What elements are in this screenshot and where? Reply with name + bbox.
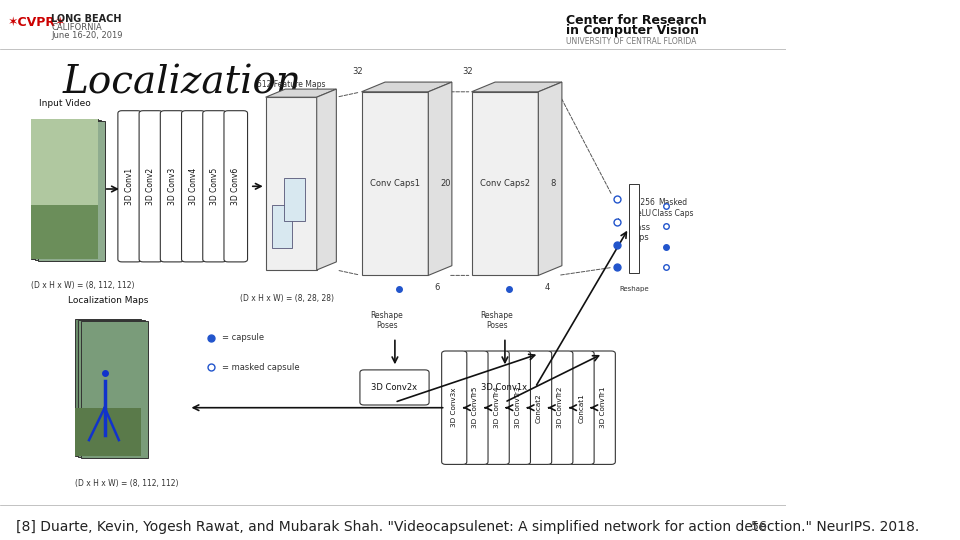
- Polygon shape: [539, 82, 562, 275]
- FancyBboxPatch shape: [470, 370, 540, 405]
- FancyBboxPatch shape: [224, 111, 248, 262]
- FancyBboxPatch shape: [463, 351, 488, 464]
- Text: in Computer Vision: in Computer Vision: [565, 24, 699, 37]
- Polygon shape: [317, 89, 336, 270]
- Text: 3D ConvTr4: 3D ConvTr4: [493, 387, 499, 428]
- Text: 3D Conv3x: 3D Conv3x: [451, 388, 457, 428]
- FancyBboxPatch shape: [81, 321, 148, 458]
- Text: (D x H x W) = (8, 112, 112): (D x H x W) = (8, 112, 112): [75, 479, 179, 488]
- Text: Center for Research: Center for Research: [565, 14, 707, 26]
- Polygon shape: [32, 119, 98, 205]
- Text: 32: 32: [352, 66, 363, 76]
- Text: LONG BEACH: LONG BEACH: [51, 14, 122, 24]
- Text: 6: 6: [435, 284, 440, 293]
- Polygon shape: [471, 82, 562, 92]
- Text: Conv Caps1: Conv Caps1: [370, 179, 420, 188]
- Text: 3D Conv2: 3D Conv2: [146, 168, 156, 205]
- Text: Reshape
Poses: Reshape Poses: [481, 310, 514, 330]
- Text: 3D Conv1x: 3D Conv1x: [482, 383, 528, 392]
- Text: ...: ...: [612, 215, 621, 222]
- FancyBboxPatch shape: [284, 178, 305, 221]
- FancyBboxPatch shape: [272, 205, 293, 248]
- FancyBboxPatch shape: [442, 351, 467, 464]
- Text: 512 Feature Maps: 512 Feature Maps: [257, 80, 325, 89]
- FancyBboxPatch shape: [37, 121, 105, 261]
- FancyBboxPatch shape: [548, 351, 573, 464]
- Text: [8] Duarte, Kevin, Yogesh Rawat, and Mubarak Shah. "Videocapsulenet: A simplifie: [8] Duarte, Kevin, Yogesh Rawat, and Mub…: [15, 519, 919, 534]
- Text: (D x H x W) = (8, 112, 112): (D x H x W) = (8, 112, 112): [32, 281, 135, 290]
- FancyBboxPatch shape: [526, 351, 552, 464]
- Text: 3D Conv1: 3D Conv1: [125, 168, 134, 205]
- FancyBboxPatch shape: [118, 111, 141, 262]
- FancyBboxPatch shape: [484, 351, 509, 464]
- Text: 3D Conv2x: 3D Conv2x: [372, 383, 418, 392]
- Text: 3D Conv3: 3D Conv3: [168, 168, 177, 205]
- Text: 8: 8: [550, 179, 556, 188]
- FancyBboxPatch shape: [505, 351, 531, 464]
- Polygon shape: [266, 97, 317, 270]
- FancyBboxPatch shape: [160, 111, 184, 262]
- FancyBboxPatch shape: [590, 351, 615, 464]
- Text: 4: 4: [544, 284, 550, 293]
- Text: Reshape: Reshape: [619, 286, 649, 292]
- FancyBboxPatch shape: [181, 111, 205, 262]
- Text: UNIVERSITY OF CENTRAL FLORIDA: UNIVERSITY OF CENTRAL FLORIDA: [565, 37, 696, 46]
- FancyBboxPatch shape: [569, 351, 594, 464]
- Text: June 16-20, 2019: June 16-20, 2019: [51, 31, 123, 40]
- Text: Localization Maps: Localization Maps: [68, 296, 148, 305]
- Text: = masked capsule: = masked capsule: [223, 363, 300, 372]
- FancyBboxPatch shape: [139, 111, 162, 262]
- Polygon shape: [362, 82, 452, 92]
- Text: 3D Conv5: 3D Conv5: [210, 168, 219, 205]
- Text: 3D ConvTr1: 3D ConvTr1: [600, 387, 606, 428]
- Polygon shape: [471, 92, 539, 275]
- Text: Masked
Class Caps: Masked Class Caps: [652, 198, 693, 218]
- Text: Input Video: Input Video: [39, 99, 90, 108]
- FancyBboxPatch shape: [75, 319, 141, 456]
- Text: Conv Caps2: Conv Caps2: [480, 179, 530, 188]
- FancyBboxPatch shape: [32, 119, 98, 259]
- Text: FC-256
ReLU: FC-256 ReLU: [628, 198, 655, 218]
- Text: Concat1: Concat1: [579, 393, 585, 423]
- Polygon shape: [266, 89, 336, 97]
- FancyBboxPatch shape: [35, 120, 102, 260]
- Text: = capsule: = capsule: [223, 333, 265, 342]
- Text: (D x H x W) = (8, 28, 28): (D x H x W) = (8, 28, 28): [240, 294, 334, 303]
- Text: 3D Conv6: 3D Conv6: [231, 168, 240, 205]
- Text: ✶CVPR✶: ✶CVPR✶: [8, 16, 66, 29]
- FancyBboxPatch shape: [360, 370, 429, 405]
- Polygon shape: [75, 408, 141, 456]
- Text: 32: 32: [463, 66, 473, 76]
- Text: Class
Caps: Class Caps: [629, 222, 651, 242]
- Text: 3D ConvTr5: 3D ConvTr5: [472, 387, 478, 428]
- FancyBboxPatch shape: [629, 184, 639, 273]
- Text: Localization: Localization: [62, 65, 301, 102]
- Text: CALIFORNIA: CALIFORNIA: [51, 23, 102, 32]
- Text: 3D Conv4: 3D Conv4: [189, 168, 198, 205]
- Text: 20: 20: [440, 179, 450, 188]
- Text: 3D ConvTr3: 3D ConvTr3: [515, 387, 521, 428]
- Text: 3D ConvTr2: 3D ConvTr2: [558, 387, 564, 428]
- Polygon shape: [428, 82, 452, 275]
- Text: Concat2: Concat2: [536, 393, 542, 423]
- Text: Reshape
Poses: Reshape Poses: [371, 310, 403, 330]
- FancyBboxPatch shape: [78, 320, 145, 457]
- Text: 56: 56: [751, 520, 766, 533]
- Polygon shape: [362, 92, 428, 275]
- Polygon shape: [32, 205, 98, 259]
- FancyBboxPatch shape: [203, 111, 227, 262]
